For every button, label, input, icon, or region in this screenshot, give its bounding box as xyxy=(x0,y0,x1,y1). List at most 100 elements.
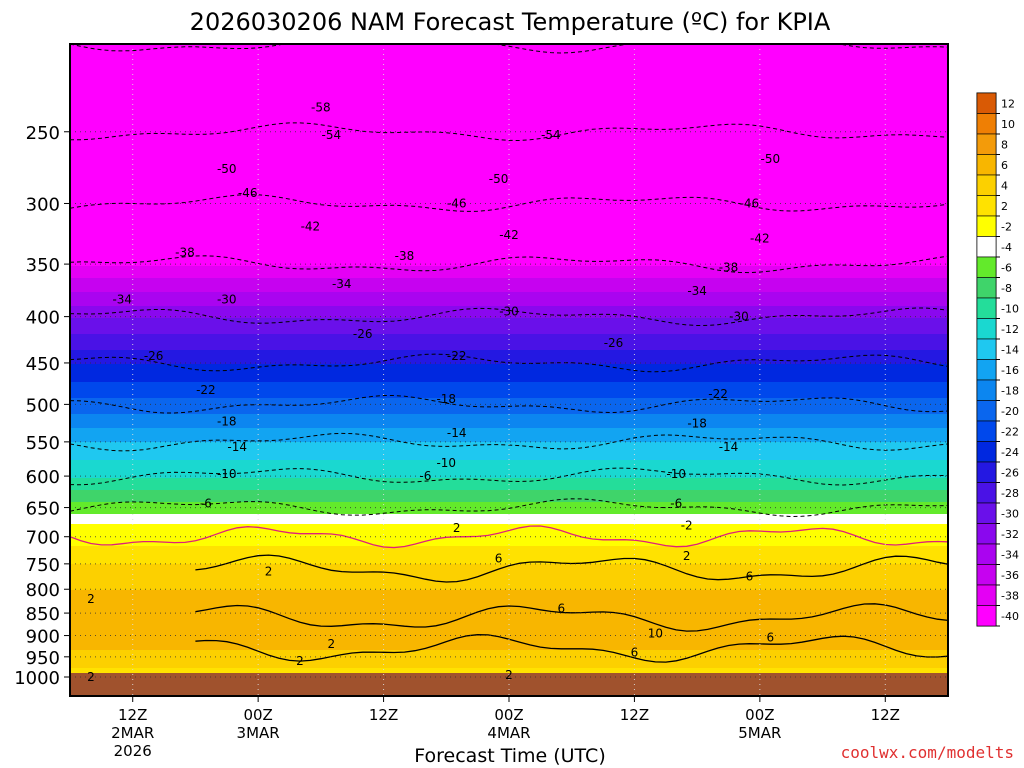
temperature-band xyxy=(70,644,948,647)
temperature-band xyxy=(70,442,948,445)
temperature-band xyxy=(70,380,948,383)
contour-label: -18 xyxy=(436,392,456,406)
colorbar-swatch xyxy=(976,400,997,422)
y-tick-label: 500 xyxy=(26,395,60,416)
temperature-band xyxy=(70,592,948,595)
colorbar-swatch xyxy=(976,174,997,196)
contour-label: -26 xyxy=(144,349,164,363)
temperature-band xyxy=(70,264,948,267)
temperature-band xyxy=(70,102,948,105)
temperature-band xyxy=(70,356,948,359)
temperature-band xyxy=(70,122,948,125)
temperature-band xyxy=(70,220,948,223)
temperature-band xyxy=(70,364,948,367)
credit-link[interactable]: coolwx.com/modelts xyxy=(841,743,1014,762)
temperature-band xyxy=(70,274,948,277)
temperature-band xyxy=(70,376,948,379)
y-tick-label: 850 xyxy=(26,604,60,625)
temperature-band xyxy=(70,100,948,103)
temperature-band xyxy=(70,130,948,133)
temperature-band xyxy=(70,466,948,469)
isotherm-line xyxy=(70,44,948,54)
temperature-band xyxy=(70,440,948,443)
temperature-band xyxy=(70,290,948,293)
temperature-band xyxy=(70,426,948,429)
contour-label: -38 xyxy=(719,260,739,274)
temperature-band xyxy=(70,56,948,59)
temperature-band xyxy=(70,114,948,117)
temperature-band xyxy=(70,514,948,517)
temperature-band xyxy=(70,60,948,63)
colorbar-label: -20 xyxy=(1001,405,1019,418)
contour-label: -22 xyxy=(196,383,216,397)
temperature-band xyxy=(70,186,948,189)
isotherm-line xyxy=(70,255,948,274)
temperature-band xyxy=(70,336,948,339)
temperature-band xyxy=(70,120,948,123)
y-tick-label: 600 xyxy=(26,467,60,488)
colorbar-swatch xyxy=(976,359,997,381)
temperature-band xyxy=(70,136,948,139)
temperature-band xyxy=(70,392,948,395)
temperature-band xyxy=(70,422,948,425)
contour-label: -14 xyxy=(447,426,467,440)
temperature-band xyxy=(70,184,948,187)
colorbar-swatch xyxy=(976,482,997,504)
temperature-band xyxy=(70,306,948,309)
y-tick-label: 750 xyxy=(26,555,60,576)
temperature-band xyxy=(70,430,948,433)
temperature-band xyxy=(70,512,948,515)
temperature-band xyxy=(70,596,948,599)
temperature-band xyxy=(70,110,948,113)
colorbar-swatch xyxy=(976,133,997,155)
temperature-band xyxy=(70,300,948,303)
temperature-band xyxy=(70,352,948,355)
temperature-band xyxy=(70,104,948,107)
contour-label: -42 xyxy=(750,232,770,246)
temperature-band xyxy=(70,366,948,369)
temperature-band xyxy=(70,372,948,375)
temperature-band xyxy=(70,236,948,239)
temperature-band xyxy=(70,590,948,593)
temperature-band xyxy=(70,312,948,315)
warm-isotherm-line xyxy=(195,554,948,583)
colorbar-label: -30 xyxy=(1001,508,1019,521)
contour-label: 2 xyxy=(265,565,273,579)
temperature-band xyxy=(70,614,948,617)
x-tick-label: 12Z xyxy=(871,706,900,724)
temperature-band xyxy=(70,634,948,637)
contour-label: 6 xyxy=(557,601,565,615)
temperature-band xyxy=(70,526,948,529)
temperature-band xyxy=(70,454,948,457)
contour-label: -34 xyxy=(687,284,707,298)
contour-label: -22 xyxy=(447,349,467,363)
colorbar-label: -6 xyxy=(1001,262,1012,275)
contour-label: -14 xyxy=(719,440,739,454)
temperature-band xyxy=(70,74,948,77)
temperature-band xyxy=(70,204,948,207)
temperature-band xyxy=(70,90,948,93)
x-tick-label: 12Z xyxy=(118,706,147,724)
y-tick-label: 950 xyxy=(26,648,60,669)
contour-label: -6 xyxy=(200,496,212,510)
temperature-band xyxy=(70,304,948,307)
isotherm-line xyxy=(70,467,948,486)
temperature-band xyxy=(70,46,948,49)
colorbar-label: -10 xyxy=(1001,303,1019,316)
colorbar-label: -4 xyxy=(1001,241,1012,254)
colorbar-label: -18 xyxy=(1001,385,1019,398)
colorbar-swatch xyxy=(976,297,997,319)
y-tick-label: 300 xyxy=(26,194,60,215)
temperature-band xyxy=(70,180,948,183)
temperature-band xyxy=(70,116,948,119)
temperature-band xyxy=(70,86,948,89)
temperature-band xyxy=(70,554,948,557)
colorbar-swatch xyxy=(976,318,997,340)
temperature-band xyxy=(70,500,948,503)
contour-label: -38 xyxy=(175,246,195,260)
temperature-band xyxy=(70,156,948,159)
contour-label: -50 xyxy=(489,172,509,186)
temperature-band xyxy=(70,294,948,297)
y-tick-label: 400 xyxy=(26,308,60,329)
contour-label: -30 xyxy=(217,293,237,307)
